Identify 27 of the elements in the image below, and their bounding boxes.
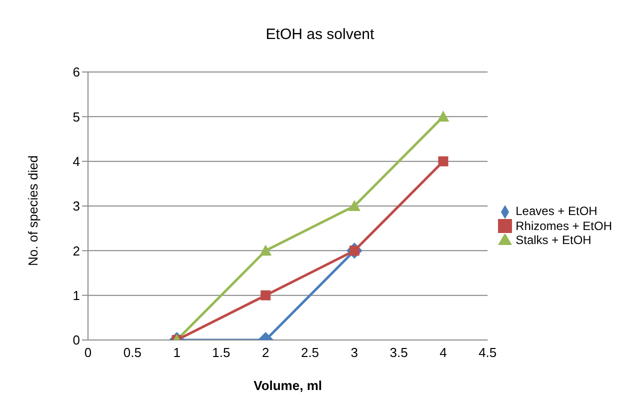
x-tick-label: 0 (84, 345, 92, 360)
x-tick-label: 3.5 (390, 345, 408, 360)
point (348, 200, 360, 211)
x-tick-label: 2.5 (300, 345, 320, 360)
x-axis-title: Volume, ml (254, 378, 322, 393)
x-tick-label: 0.5 (123, 345, 142, 360)
point (438, 156, 448, 166)
x-tick-label: 4.5 (478, 345, 497, 360)
chart-title: EtOH as solvent (264, 25, 376, 45)
x-tick-label: 1.5 (212, 345, 230, 360)
point (260, 244, 272, 256)
y-tick-label: 3 (72, 198, 80, 214)
y-tick-label: 0 (72, 332, 80, 348)
y-tick-label: 5 (72, 109, 80, 124)
y-axis-title: No. of species died (26, 155, 41, 266)
legend-label: Stalks + EtOH (516, 233, 592, 248)
y-tick-label: 4 (72, 154, 80, 169)
legend-label: Rhizomes + EtOH (516, 218, 612, 233)
x-tick-label: 2 (262, 345, 270, 360)
point (437, 110, 450, 122)
y-tick-label: 2 (72, 243, 80, 258)
y-tick-label: 1 (72, 288, 80, 303)
legend-label: Leaves + EtOH (516, 204, 598, 218)
x-tick-label: 4 (440, 345, 447, 360)
x-tick-label: 3 (350, 345, 358, 360)
x-tick-label: 1 (173, 345, 180, 360)
y-tick-label: 6 (72, 64, 80, 80)
